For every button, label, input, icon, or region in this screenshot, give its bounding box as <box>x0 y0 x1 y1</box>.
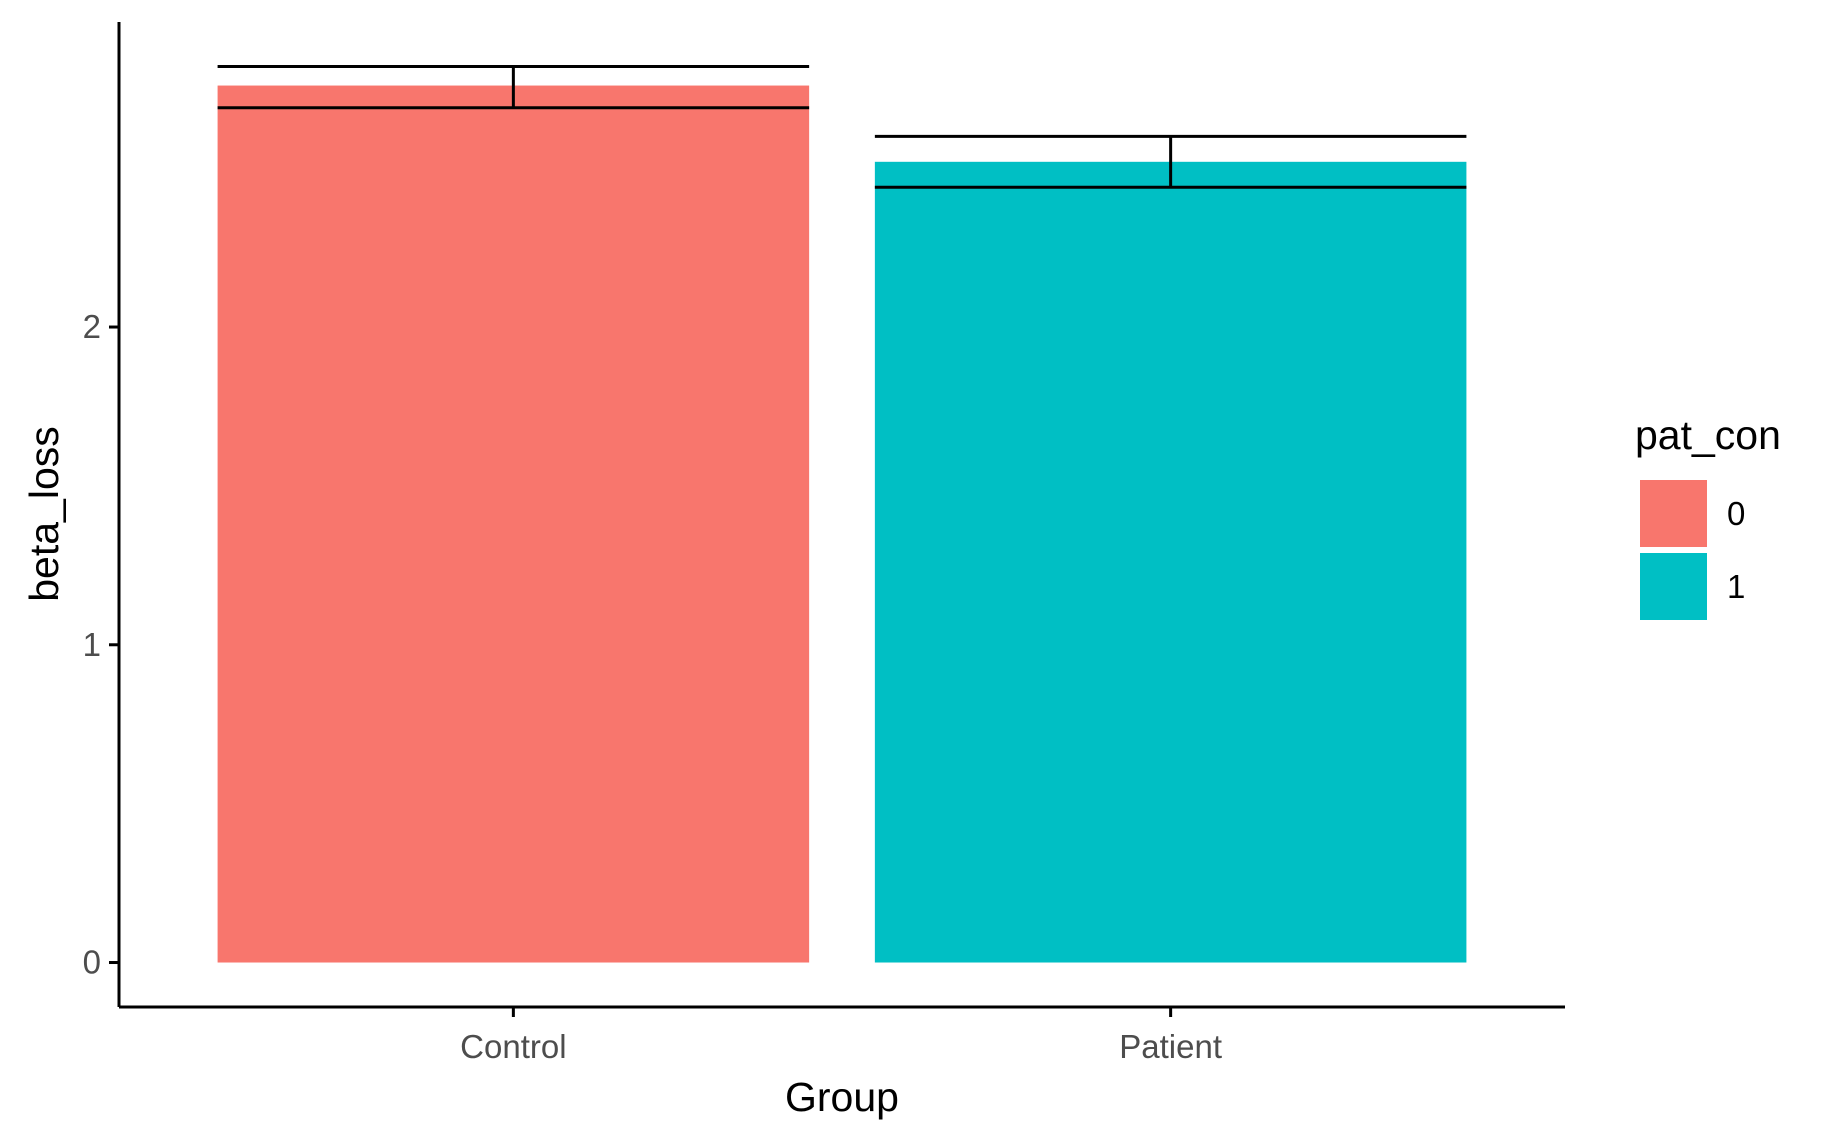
bars-layer <box>217 85 1467 963</box>
bar-control <box>217 85 810 963</box>
x-axis-title: Group <box>785 1074 899 1120</box>
x-tick-label: Patient <box>1119 1028 1222 1065</box>
y-tick-label: 2 <box>83 308 101 345</box>
legend-swatch-1 <box>1640 553 1707 620</box>
legend-title: pat_con <box>1635 412 1781 458</box>
legend: pat_con 01 <box>1635 412 1781 620</box>
y-axis-title: beta_loss <box>21 426 67 602</box>
legend-items: 01 <box>1640 480 1745 620</box>
errorbars-layer <box>217 64 1467 189</box>
x-ticks: Control Patient <box>460 1007 1222 1065</box>
legend-label-0: 0 <box>1727 495 1745 532</box>
legend-swatch-0 <box>1640 480 1707 547</box>
x-tick-label: Control <box>460 1028 566 1065</box>
legend-label-1: 1 <box>1727 568 1745 605</box>
y-tick-label: 0 <box>83 944 101 981</box>
bar-patient <box>874 161 1467 963</box>
y-ticks: 0 1 2 <box>83 308 119 981</box>
y-tick-label: 1 <box>83 626 101 663</box>
